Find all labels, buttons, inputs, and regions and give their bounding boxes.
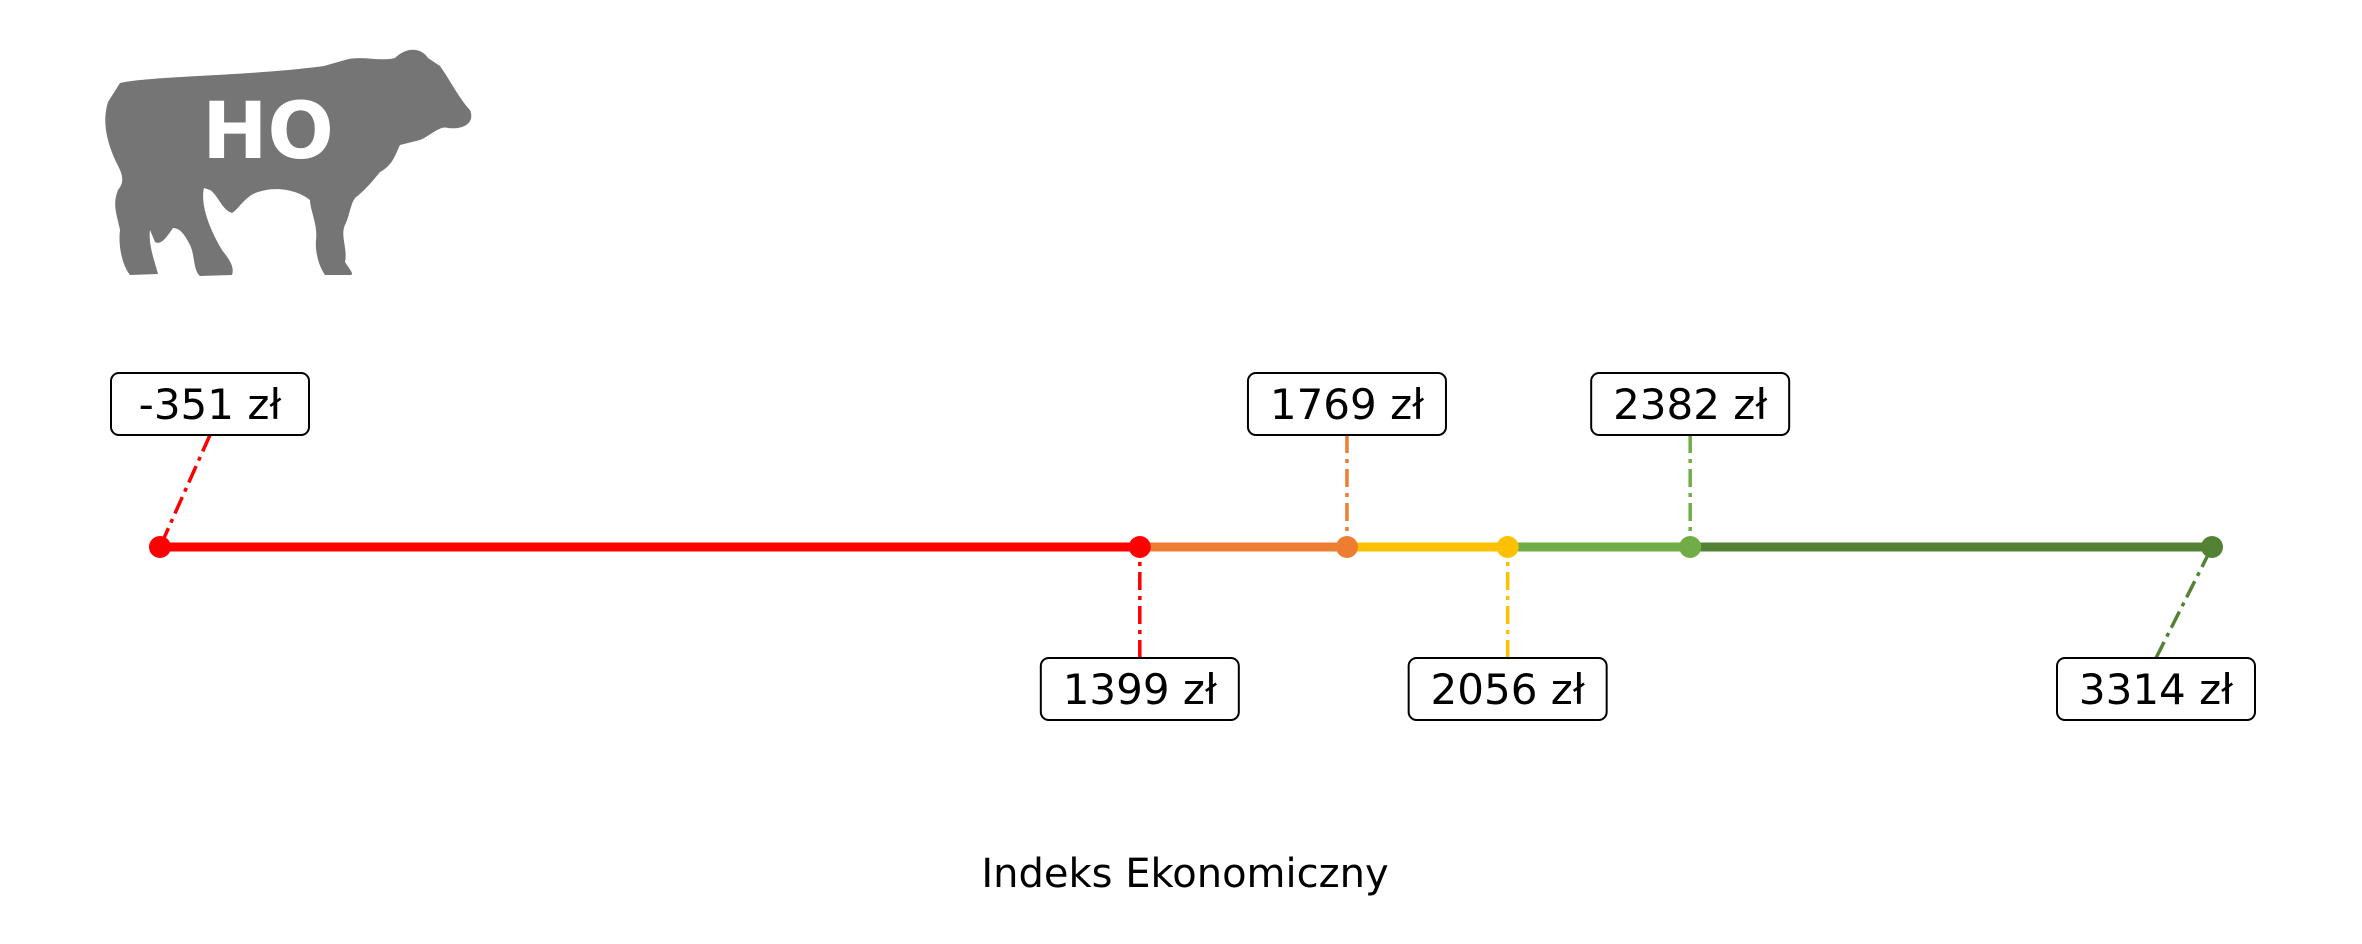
point-marker — [1496, 536, 1519, 558]
leader-line — [158, 434, 212, 548]
cow-silhouette-icon — [105, 49, 472, 276]
label-text: 3314 zł — [2079, 665, 2233, 714]
label-box — [1246, 372, 1447, 436]
logo-text: HO — [202, 87, 334, 177]
cow-logo: HO — [105, 49, 472, 276]
label-text: 2056 zł — [1431, 665, 1585, 714]
value-label: 3314 zł — [2056, 657, 2256, 721]
label-box — [1590, 372, 1791, 436]
point-marker — [1128, 536, 1151, 558]
points — [149, 536, 2223, 558]
point-marker — [1335, 536, 1358, 558]
label-text: -351 zł — [139, 380, 282, 429]
leader-line — [2154, 546, 2214, 659]
label-text: 1399 zł — [1063, 665, 1217, 714]
point-marker — [149, 536, 171, 558]
point-marker — [1679, 536, 1702, 558]
value-label: 1769 zł — [1246, 372, 1447, 436]
label-text: 1769 zł — [1270, 380, 1424, 429]
label-box — [1039, 657, 1240, 721]
label-box — [110, 372, 310, 436]
value-label: 2056 zł — [1407, 657, 1608, 721]
value-label: 1399 zł — [1039, 657, 1240, 721]
label-box — [2056, 657, 2256, 721]
value-label: -351 zł — [110, 372, 310, 436]
value-labels: -351 zł 1399 zł 1769 zł 2056 zł 2382 zł 3314 … — [110, 372, 2256, 721]
point-marker — [2201, 536, 2223, 558]
x-axis-label: Indeks Ekonomiczny — [981, 851, 1388, 897]
label-box — [1407, 657, 1608, 721]
label-text: 2382 zł — [1613, 380, 1767, 429]
leader-lines — [158, 434, 2214, 659]
value-label: 2382 zł — [1590, 372, 1791, 436]
